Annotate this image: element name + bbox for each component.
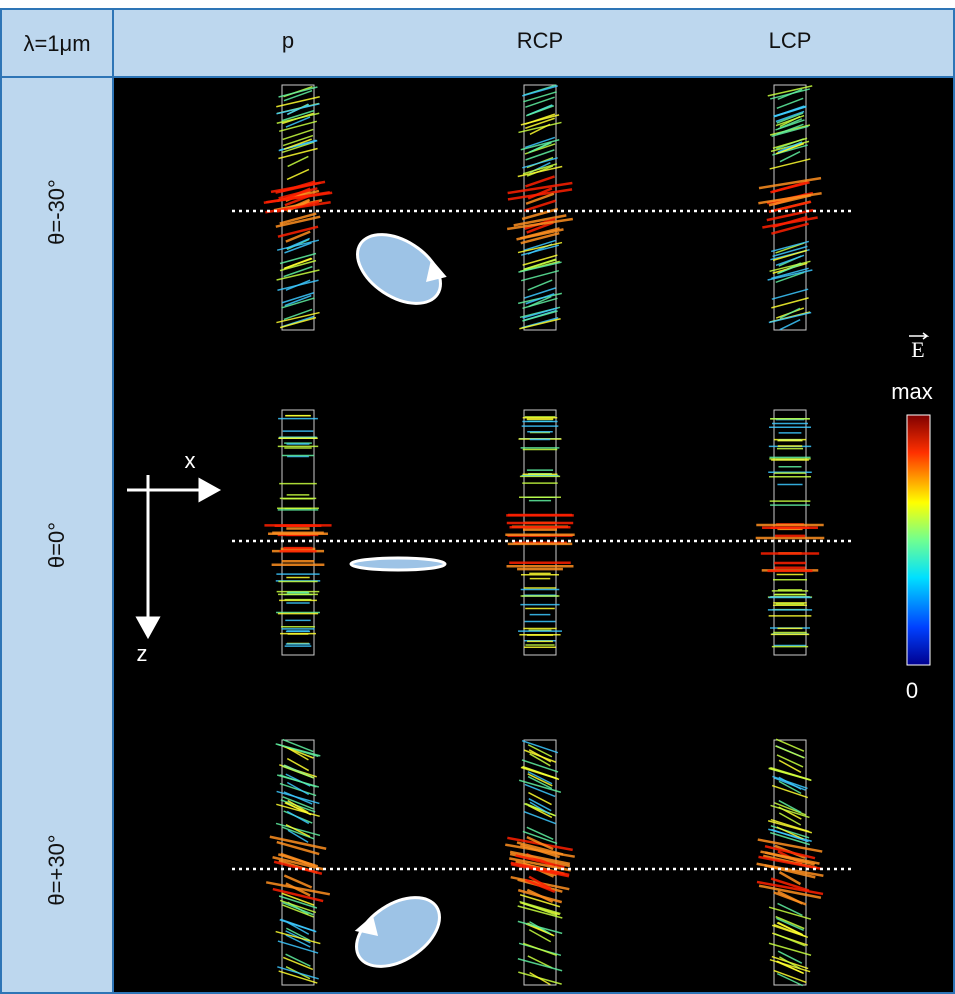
- column-header: RCP: [517, 28, 563, 53]
- colorbar-min: 0: [906, 678, 918, 703]
- row-header: θ=+30°: [44, 834, 69, 905]
- corner-label: λ=1μm: [23, 31, 90, 56]
- row-header: θ=-30°: [44, 179, 69, 245]
- figure: λ=1μm p RCP LCP θ=-30° θ=0° θ=+30° x z E…: [0, 0, 955, 994]
- column-header: p: [282, 28, 294, 53]
- column-header: LCP: [769, 28, 812, 53]
- axis-label: z: [137, 641, 148, 666]
- colorbar-symbol: E: [911, 337, 924, 362]
- row-header: θ=0°: [44, 522, 69, 568]
- colorbar: [907, 415, 930, 665]
- colorbar-max: max: [891, 379, 933, 404]
- axis-label: x: [185, 448, 196, 473]
